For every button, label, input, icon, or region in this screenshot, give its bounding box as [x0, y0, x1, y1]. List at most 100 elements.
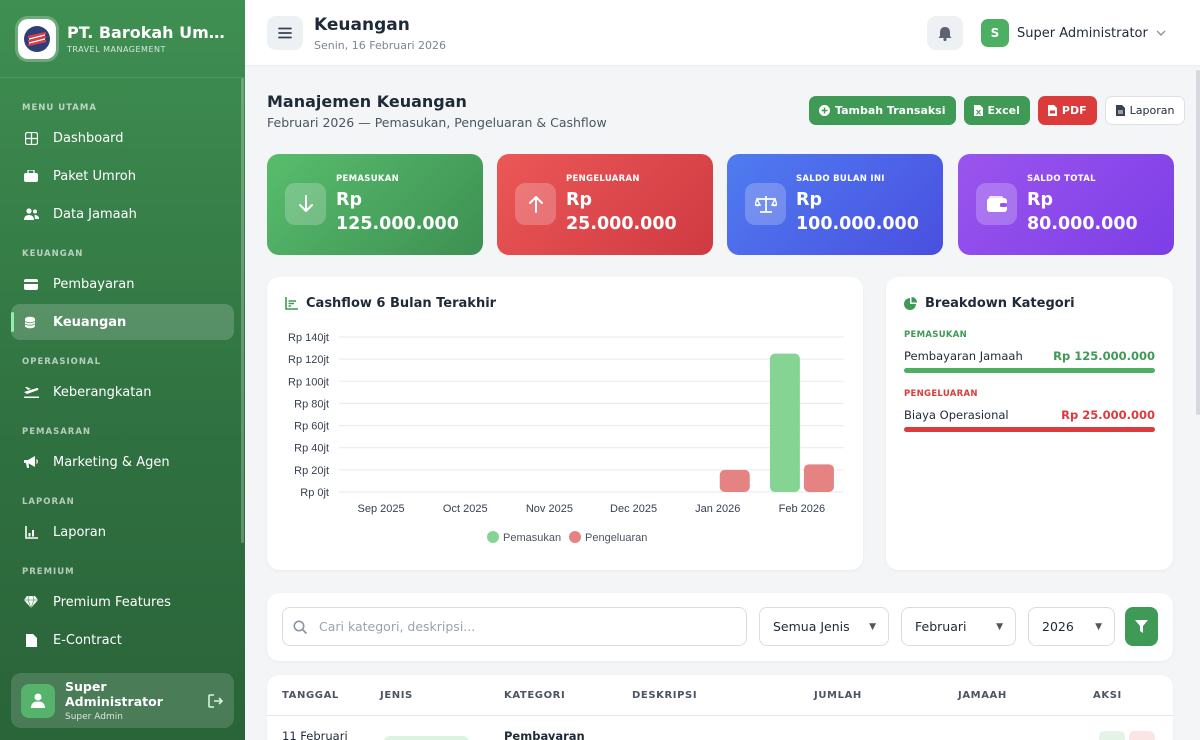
- notification-button[interactable]: [927, 16, 963, 50]
- breakdown-expense-bar: [904, 427, 1155, 432]
- breakdown-item-amount: Rp 125.000.000: [1053, 349, 1155, 363]
- apply-filter-button[interactable]: [1125, 607, 1158, 646]
- table-header-kategori[interactable]: KATEGORI: [504, 690, 566, 701]
- chart-legend-label: Pengeluaran: [585, 532, 647, 544]
- nav-section-label: LAPORAN: [22, 497, 75, 507]
- sidebar-item-label: Premium Features: [53, 594, 171, 610]
- plane-icon: [23, 384, 39, 400]
- sidebar-item-data-jamaah[interactable]: Data Jamaah: [11, 196, 234, 232]
- cashflow-title: Cashflow 6 Bulan Terakhir: [306, 296, 497, 311]
- plus-circle-icon: [819, 105, 830, 116]
- user-avatar-icon: [21, 683, 55, 718]
- button-label: Tambah Transaksi: [835, 104, 946, 117]
- stat-card-pemasukan: PEMASUKAN Rp 125.000.000: [267, 154, 483, 255]
- edit-button[interactable]: [1099, 731, 1125, 740]
- button-label: Excel: [987, 104, 1020, 117]
- logout-icon[interactable]: [208, 693, 224, 708]
- avatar: S: [981, 19, 1009, 47]
- bell-icon: [938, 26, 952, 41]
- breakdown-income-bar: [904, 368, 1155, 373]
- stat-label: PEMASUKAN: [336, 174, 400, 184]
- chart-x-tick-label: Nov 2025: [526, 503, 573, 515]
- sidebar-item-dashboard[interactable]: Dashboard: [11, 120, 234, 156]
- filter-icon: [1135, 620, 1148, 633]
- table-header-jamaah[interactable]: JAMAAH: [958, 690, 1007, 701]
- nav-section-label: MENU UTAMA: [22, 103, 97, 113]
- document-icon: [1115, 105, 1125, 116]
- chart-x-tick-label: Feb 2026: [779, 503, 825, 515]
- card-title: Breakdown Kategori: [904, 296, 1075, 311]
- chart-x-tick-label: Jan 2026: [695, 503, 740, 515]
- chart-bar: [769, 353, 800, 492]
- chevron-down-icon: [1156, 28, 1166, 39]
- sidebar-item-keuangan[interactable]: Keuangan: [11, 304, 234, 340]
- type-select-value: Semua Jenis: [773, 619, 850, 634]
- card-title: Cashflow 6 Bulan Terakhir: [285, 296, 496, 311]
- sidebar-item-paket-umroh[interactable]: Paket Umroh: [11, 158, 234, 194]
- sidebar-item-e-contract[interactable]: E-Contract: [11, 622, 234, 658]
- sidebar-item-laporan[interactable]: Laporan: [11, 514, 234, 550]
- section-subtitle: Februari 2026 — Pemasukan, Pengeluaran &…: [267, 115, 607, 130]
- sidebar: PT. Barokah Umroh TRAVEL MANAGEMENT MENU…: [0, 0, 245, 740]
- month-select-value: Februari: [915, 619, 967, 634]
- search-input[interactable]: Cari kategori, deskripsi...: [282, 607, 747, 646]
- brand-subtitle: TRAVEL MANAGEMENT: [67, 45, 166, 54]
- sidebar-item-label: Keuangan: [53, 314, 127, 330]
- chart-legend-label: Pemasukan: [503, 532, 561, 544]
- chart-y-tick-label: Rp 40jt: [294, 443, 329, 455]
- year-select[interactable]: 2026 ▼: [1028, 607, 1115, 646]
- add-transaction-button[interactable]: Tambah Transaksi: [809, 96, 956, 125]
- file-icon: [23, 632, 39, 648]
- chart-icon: [285, 297, 298, 310]
- export-excel-button[interactable]: Excel: [963, 96, 1030, 125]
- year-select-value: 2026: [1042, 619, 1074, 634]
- delete-button[interactable]: [1129, 731, 1155, 740]
- sidebar-item-label: Data Jamaah: [53, 206, 137, 222]
- stat-label: PENGELUARAN: [566, 174, 640, 184]
- sidebar-item-label: Dashboard: [53, 130, 124, 146]
- stat-label: SALDO BULAN INI: [796, 174, 885, 184]
- chart-y-tick-label: Rp 100jt: [288, 376, 329, 388]
- menu-toggle-button[interactable]: [267, 16, 303, 50]
- chart-legend-swatch: [569, 531, 581, 543]
- transactions-table: TANGGAL JENIS KATEGORI DESKRIPSI JUMLAH …: [267, 675, 1173, 740]
- stat-label: SALDO TOTAL: [1027, 174, 1096, 184]
- package-icon: [23, 168, 39, 184]
- sidebar-item-label: Keberangkatan: [53, 384, 152, 400]
- excel-file-icon: [973, 105, 983, 116]
- page-scrollbar[interactable]: [1196, 70, 1200, 415]
- filter-bar: Cari kategori, deskripsi... Semua Jenis …: [267, 593, 1173, 661]
- chart-x-tick-label: Oct 2025: [443, 503, 488, 515]
- table-header-tanggal[interactable]: TANGGAL: [282, 690, 339, 701]
- pdf-file-icon: [1047, 105, 1057, 116]
- sidebar-item-keberangkatan[interactable]: Keberangkatan: [11, 374, 234, 410]
- month-select[interactable]: Februari ▼: [901, 607, 1016, 646]
- grid-icon: [23, 130, 39, 146]
- sidebar-user-card[interactable]: Super Administrator Super Admin: [11, 673, 234, 728]
- table-header-divider: [267, 715, 1173, 716]
- table-cell-date: 11 Februari: [282, 729, 348, 740]
- table-header-jumlah[interactable]: JUMLAH: [814, 690, 862, 701]
- user-menu[interactable]: S Super Administrator: [981, 19, 1166, 47]
- sidebar-item-label: Pembayaran: [53, 276, 135, 292]
- sidebar-item-premium[interactable]: Premium Features: [11, 584, 234, 620]
- breakdown-item-name: Pembayaran Jamaah: [904, 349, 1023, 363]
- report-button[interactable]: Laporan: [1104, 96, 1186, 125]
- chart-legend-swatch: [487, 531, 499, 543]
- sidebar-item-label: Paket Umroh: [53, 168, 136, 184]
- page-date: Senin, 16 Februari 2026: [314, 39, 447, 52]
- sidebar-scrollbar[interactable]: [241, 78, 244, 543]
- stat-value: Rp 25.000.000: [566, 190, 677, 234]
- export-pdf-button[interactable]: PDF: [1037, 96, 1097, 125]
- type-select[interactable]: Semua Jenis ▼: [759, 607, 889, 646]
- table-cell-category: Pembayaran: [504, 729, 585, 740]
- sidebar-item-marketing[interactable]: Marketing & Agen: [11, 444, 234, 480]
- stat-card-pengeluaran: PENGELUARAN Rp 25.000.000: [497, 154, 713, 255]
- sidebar-item-pembayaran[interactable]: Pembayaran: [11, 266, 234, 302]
- gem-icon: [23, 594, 39, 610]
- table-header-jenis[interactable]: JENIS: [380, 690, 413, 701]
- table-header-deskripsi[interactable]: DESKRIPSI: [632, 690, 698, 701]
- chart-y-tick-label: Rp 140jt: [288, 332, 329, 344]
- breakdown-card: Breakdown Kategori PEMASUKAN Pembayaran …: [886, 277, 1173, 570]
- brand[interactable]: PT. Barokah Umroh TRAVEL MANAGEMENT: [0, 0, 245, 78]
